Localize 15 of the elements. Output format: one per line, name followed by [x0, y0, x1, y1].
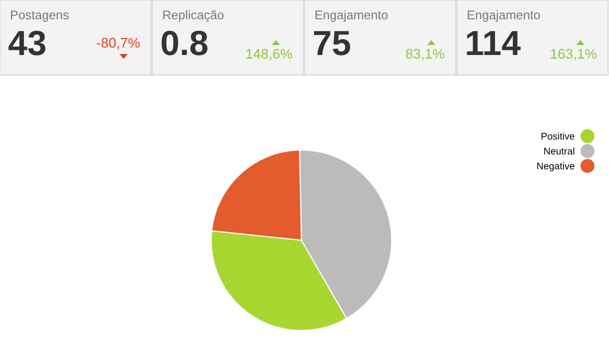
text: -80,7%	[96, 38, 140, 50]
text: Replicação	[163, 10, 224, 22]
text: Engajamento	[468, 10, 540, 22]
text: 148,6%	[246, 48, 292, 60]
text: 83,1%	[406, 48, 444, 60]
text: 114	[466, 31, 521, 55]
legend-label: Negative	[537, 162, 574, 172]
text: 163,1%	[550, 48, 597, 60]
legend-label: Neutral	[544, 147, 574, 155]
text: 75	[314, 31, 350, 56]
text: 0.8	[162, 30, 208, 56]
text: 43	[8, 30, 46, 56]
text: Engajamento	[316, 10, 388, 22]
legend-label: Positive	[542, 132, 574, 140]
text: Postagens	[11, 10, 69, 22]
